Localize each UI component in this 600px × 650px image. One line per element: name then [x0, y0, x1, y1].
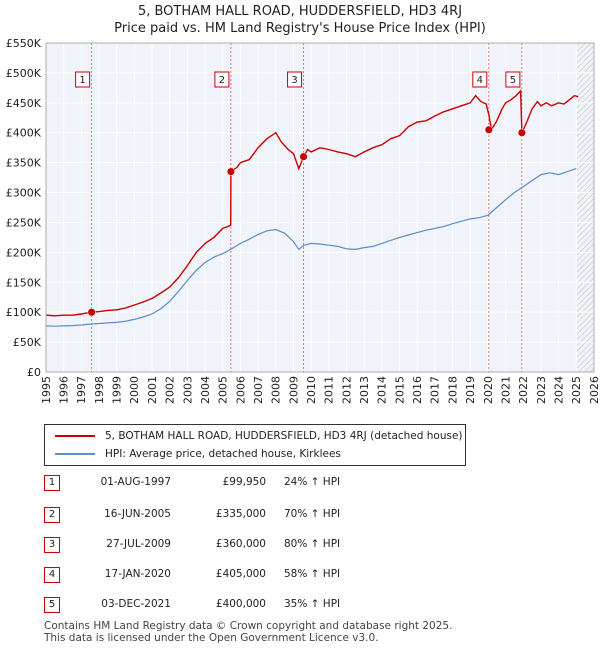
- sale-hpi-diff: 24% ↑ HPI: [284, 476, 341, 488]
- sale-label-number: 1: [79, 75, 85, 86]
- legend-item-property: 5, BOTHAM HALL ROAD, HUDDERSFIELD, HD3 4…: [55, 428, 463, 444]
- sale-price: £360,000: [215, 538, 266, 550]
- x-tick-label: 2007: [252, 376, 265, 404]
- sale-price: £400,000: [215, 598, 266, 610]
- sale-point: [517, 128, 526, 137]
- x-tick-label: 1997: [75, 376, 88, 404]
- sale-hpi-diff: 58% ↑ HPI: [284, 568, 341, 580]
- x-tick-label: 2021: [499, 376, 512, 404]
- y-tick-label: £550K: [6, 37, 42, 50]
- sale-date: 17-JAN-2020: [104, 568, 171, 580]
- x-tick-label: 2014: [376, 376, 389, 404]
- series-line-property: [45, 89, 579, 317]
- x-tick-label: 2018: [446, 376, 459, 404]
- sale-hpi-diff: 35% ↑ HPI: [284, 598, 341, 610]
- x-tick-label: 2022: [517, 376, 530, 404]
- x-tick-label: 1996: [58, 376, 71, 404]
- y-tick-label: £400K: [6, 127, 42, 140]
- x-tick-label: 2013: [358, 376, 371, 404]
- footer-copyright: Contains HM Land Registry data © Crown c…: [44, 620, 453, 632]
- sale-price: £405,000: [215, 568, 266, 580]
- sale-price: £335,000: [215, 508, 266, 520]
- sale-date: 27-JUL-2009: [106, 538, 171, 550]
- x-tick-label: 2009: [287, 376, 300, 404]
- sale-price: £99,950: [222, 476, 266, 488]
- sale-label-box: [214, 71, 230, 88]
- x-tick-label: 2005: [217, 376, 230, 404]
- sale-hpi-diff: 70% ↑ HPI: [284, 508, 341, 520]
- legend-swatch-property: [55, 435, 95, 437]
- x-tick-label: 2008: [270, 376, 283, 404]
- x-tick-label: 2016: [411, 376, 424, 404]
- series-line-hpi: [45, 168, 577, 327]
- sale-number-badge: 3: [44, 537, 60, 553]
- y-tick-label: £500K: [6, 67, 42, 80]
- forecast-hatch-area: [576, 43, 594, 372]
- legend-label-hpi: HPI: Average price, detached house, Kirk…: [105, 448, 341, 460]
- y-tick-label: £0: [27, 366, 41, 379]
- x-tick-label: 2019: [464, 376, 477, 404]
- sale-label-box: [472, 71, 488, 88]
- x-tick-label: 2012: [340, 376, 353, 404]
- sale-number-badge: 1: [44, 475, 60, 491]
- x-tick-label: 2004: [199, 376, 212, 404]
- legend: 5, BOTHAM HALL ROAD, HUDDERSFIELD, HD3 4…: [44, 424, 466, 466]
- x-tick-label: 2006: [234, 376, 247, 404]
- y-tick-label: £50K: [13, 336, 42, 349]
- footer-licence: This data is licensed under the Open Gov…: [44, 632, 379, 644]
- sale-hpi-diff: 80% ↑ HPI: [284, 538, 341, 550]
- sale-label-box: [75, 71, 91, 88]
- x-tick-label: 2023: [535, 376, 548, 404]
- sale-label-number: 2: [219, 75, 225, 86]
- sale-date: 01-AUG-1997: [100, 476, 171, 488]
- price-chart: £0 £50K £100K £150K £200K £250K £300K £350K £400…: [6, 37, 600, 404]
- x-tick-label: 2011: [323, 376, 336, 404]
- sale-label-box: [287, 71, 303, 88]
- plot-area: [46, 43, 594, 372]
- sale-date: 03-DEC-2021: [101, 598, 171, 610]
- sale-number-badge: 4: [44, 567, 60, 583]
- sale-number-badge: 5: [44, 597, 60, 613]
- x-tick-label: 2025: [570, 376, 583, 404]
- x-tick-label: 2001: [146, 376, 159, 404]
- x-tick-label: 2017: [429, 376, 442, 404]
- sale-point: [226, 167, 235, 176]
- x-tick-label: 2002: [164, 376, 177, 404]
- chart-title: 5, BOTHAM HALL ROAD, HUDDERSFIELD, HD3 4…: [137, 4, 463, 19]
- sale-point: [484, 125, 493, 134]
- x-tick-label: 2026: [588, 376, 600, 404]
- plot-border: [45, 42, 595, 373]
- y-tick-label: £200K: [6, 246, 42, 259]
- sale-date: 16-JUN-2005: [104, 508, 171, 520]
- sale-label-number: 4: [477, 75, 483, 86]
- sale-point: [299, 152, 308, 161]
- x-tick-label: 2003: [181, 376, 194, 404]
- y-tick-label: £250K: [6, 216, 42, 229]
- legend-item-hpi: HPI: Average price, detached house, Kirk…: [55, 446, 341, 462]
- sale-label-number: 5: [510, 75, 516, 86]
- y-tick-label: £300K: [6, 187, 42, 200]
- y-tick-label: £150K: [6, 276, 42, 289]
- y-tick-label: £100K: [6, 306, 42, 319]
- x-tick-label: 1998: [93, 376, 106, 404]
- legend-swatch-hpi: [55, 453, 95, 455]
- chart-subtitle: Price paid vs. HM Land Registry's House …: [114, 21, 486, 36]
- x-tick-label: 2020: [482, 376, 495, 404]
- y-tick-label: £450K: [6, 97, 42, 110]
- x-tick-label: 2015: [393, 376, 406, 404]
- sale-label-number: 3: [291, 75, 297, 86]
- x-tick-label: 1995: [40, 376, 53, 404]
- legend-label-property: 5, BOTHAM HALL ROAD, HUDDERSFIELD, HD3 4…: [105, 430, 463, 442]
- x-tick-label: 2024: [552, 376, 565, 404]
- x-tick-label: 2010: [305, 376, 318, 404]
- sale-point: [87, 308, 96, 317]
- sale-label-box: [505, 71, 521, 88]
- y-tick-label: £350K: [6, 157, 42, 170]
- sale-number-badge: 2: [44, 507, 60, 523]
- x-tick-label: 1999: [111, 376, 124, 404]
- x-tick-label: 2000: [128, 376, 141, 404]
